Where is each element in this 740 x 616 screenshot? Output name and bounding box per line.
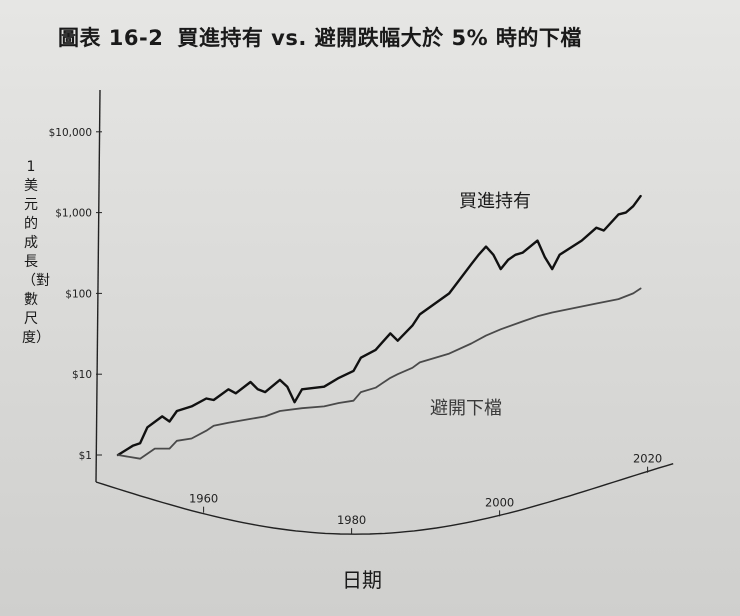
x-axis-label: 日期 xyxy=(342,568,382,592)
y-tick-label: $1,000 xyxy=(55,208,92,220)
x-tick-label: 1980 xyxy=(337,513,366,527)
series-label-buy-and-hold: 買進持有 xyxy=(459,191,531,212)
chart-title-block: 圖表 16-2 買進持有 vs. 避開跌幅大於 5% 時的下檔 xyxy=(58,22,582,52)
y-tick-label: $10 xyxy=(72,369,92,381)
x-tick-label: 2020 xyxy=(633,452,662,466)
series-label-avoid-downside: 避開下檔 xyxy=(430,398,502,419)
y-tick-label: $1 xyxy=(79,450,92,462)
chart-title: 買進持有 vs. 避開跌幅大於 5% 時的下檔 xyxy=(177,26,582,50)
y-tick-label: $10,000 xyxy=(49,127,92,139)
x-tick-label: 1960 xyxy=(189,492,218,506)
x-axis-line xyxy=(95,463,674,535)
series-line-buy-and-hold xyxy=(116,194,642,457)
y-axis-label: 1美元的成長（對數尺度） xyxy=(22,159,50,346)
figure-number: 圖表 16-2 xyxy=(58,26,164,50)
y-axis-line xyxy=(95,89,101,483)
y-tick-label: $100 xyxy=(65,288,92,300)
series-line-avoid-downside xyxy=(117,287,642,460)
x-tick-label: 2000 xyxy=(485,495,514,509)
